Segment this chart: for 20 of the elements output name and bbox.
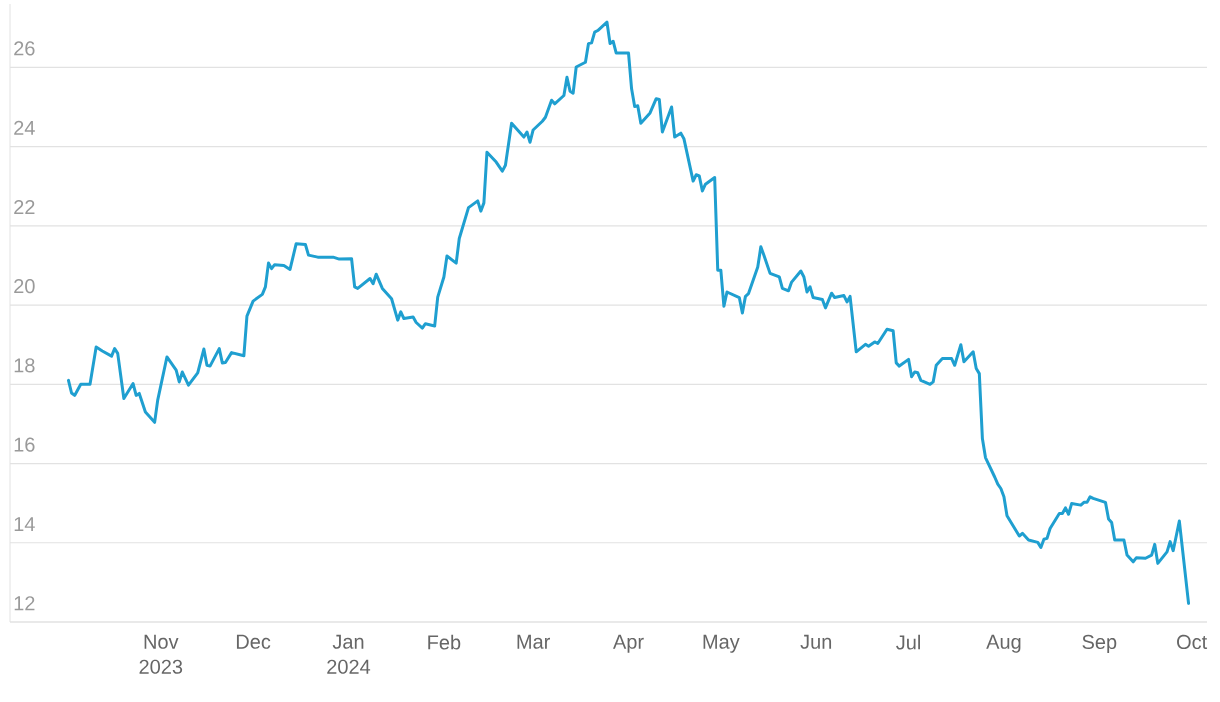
y-tick-label: 24 (14, 120, 35, 135)
x-tick-label: Nov 2023 (139, 634, 183, 674)
x-tick-label: Sep (1082, 634, 1117, 653)
x-tick-label: Apr (613, 634, 644, 653)
y-tick-label: 18 (14, 358, 35, 373)
x-tick-label: Feb (428, 634, 461, 650)
y-tick-label: 14 (14, 517, 35, 531)
x-tick-label: Mar (517, 634, 551, 649)
x-tick-label: Aug (986, 634, 1021, 653)
y-tick-label: 16 (14, 437, 35, 452)
y-tick-label: 12 (14, 596, 35, 611)
x-tick-label: Jan 2024 (327, 634, 371, 674)
y-tick-label: 26 (14, 41, 35, 56)
x-tick-label: Dec (236, 634, 271, 649)
x-tick-label: Oct (1177, 634, 1208, 650)
x-tick-label: Jul (896, 634, 920, 650)
y-tick-label: 22 (14, 200, 35, 214)
x-tick-label: Jun (800, 634, 832, 649)
x-tick-label: May (703, 634, 740, 653)
y-tick-label: 20 (14, 279, 35, 294)
